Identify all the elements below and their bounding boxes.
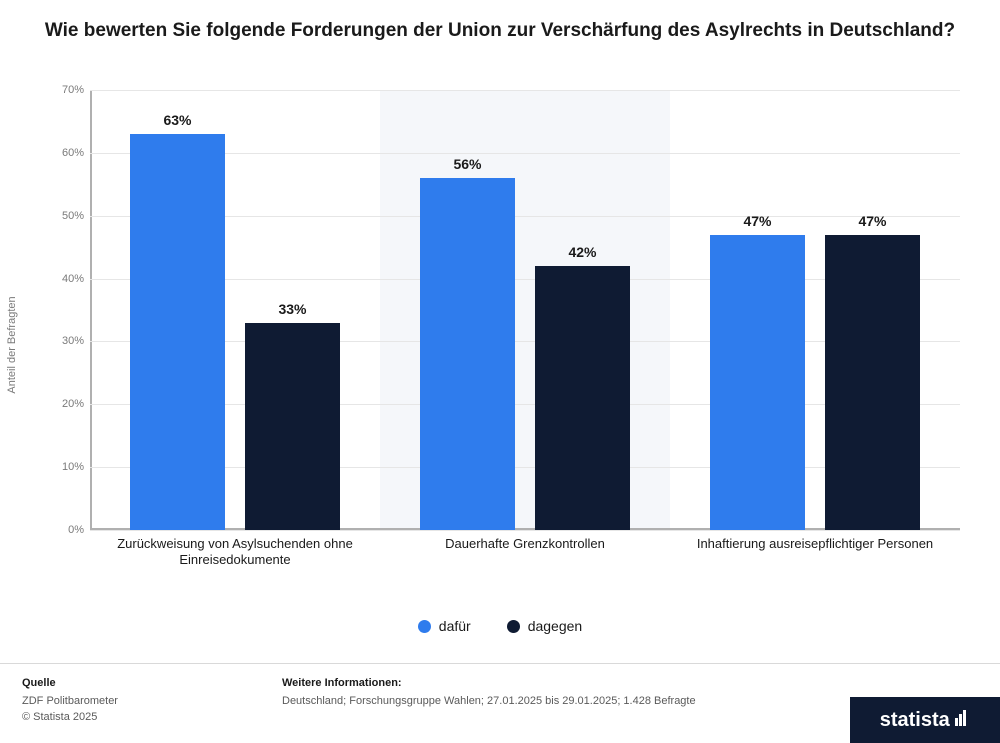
legend: dafür dagegen [0, 618, 1000, 636]
legend-item: dafür [418, 618, 471, 634]
grid-line [90, 530, 960, 531]
footer-source-head: Quelle [22, 676, 282, 692]
bar-group: 56%42%Dauerhafte Grenzkontrollen [380, 90, 670, 530]
bar-value-label: 56% [420, 156, 515, 172]
footer-source-line: ZDF Politbarometer [22, 694, 282, 710]
category-label: Dauerhafte Grenzkontrollen [380, 536, 670, 552]
statista-logo: statista [850, 697, 1000, 743]
legend-swatch [507, 620, 520, 633]
footer-info: Weitere Informationen: Deutschland; Fors… [282, 676, 696, 710]
footer-info-text: Deutschland; Forschungsgruppe Wahlen; 27… [282, 694, 696, 710]
footer: Quelle ZDF Politbarometer © Statista 202… [0, 663, 1000, 743]
y-tick-label: 50% [54, 210, 84, 222]
bar-value-label: 47% [825, 213, 920, 229]
bar-group: 47%47%Inhaftierung ausreisepflichtiger P… [670, 90, 960, 530]
legend-label: dafür [439, 618, 471, 634]
y-tick-label: 40% [54, 273, 84, 285]
footer-source-line: © Statista 2025 [22, 710, 282, 726]
category-label: Inhaftierung ausreisepflichtiger Persone… [670, 536, 960, 552]
category-label: Zurückweisung von Asylsuchenden ohne Ein… [90, 536, 380, 569]
footer-info-head: Weitere Informationen: [282, 676, 696, 692]
y-tick-label: 20% [54, 398, 84, 410]
legend-swatch [418, 620, 431, 633]
bar: 47% [710, 235, 805, 530]
chart-container: Anteil der Befragten 0%10%20%30%40%50%60… [50, 90, 960, 600]
chart-title: Wie bewerten Sie folgende Forderungen de… [0, 0, 1000, 54]
bar-value-label: 42% [535, 244, 630, 260]
bar: 47% [825, 235, 920, 530]
y-tick-label: 0% [54, 524, 84, 536]
y-axis-label: Anteil der Befragten [6, 296, 18, 393]
y-tick-label: 30% [54, 335, 84, 347]
bar-value-label: 33% [245, 301, 340, 317]
y-tick-label: 60% [54, 147, 84, 159]
bar-group: 63%33%Zurückweisung von Asylsuchenden oh… [90, 90, 380, 530]
y-tick-label: 70% [54, 84, 84, 96]
bar-value-label: 47% [710, 213, 805, 229]
bar: 33% [245, 323, 340, 530]
footer-source: Quelle ZDF Politbarometer © Statista 202… [22, 676, 282, 726]
plot-area: 0%10%20%30%40%50%60%70%63%33%Zurückweisu… [90, 90, 960, 560]
bar: 42% [535, 266, 630, 530]
logo-text: statista [880, 709, 950, 731]
bar: 56% [420, 178, 515, 530]
legend-item: dagegen [507, 618, 583, 634]
legend-label: dagegen [528, 618, 583, 634]
bar-value-label: 63% [130, 112, 225, 128]
bar: 63% [130, 134, 225, 530]
y-tick-label: 10% [54, 461, 84, 473]
